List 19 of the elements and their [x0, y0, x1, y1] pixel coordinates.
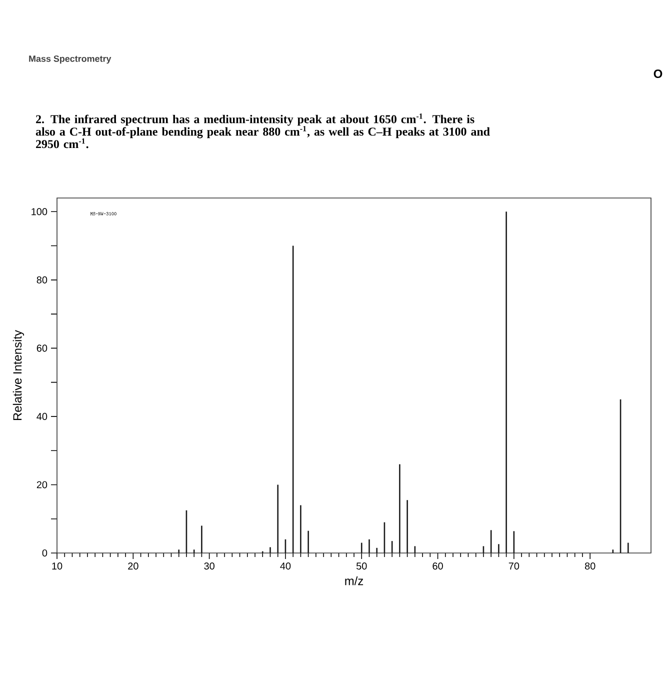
x-tick-label: 40	[280, 562, 291, 570]
y-tick-label: 100	[32, 208, 48, 216]
y-tick-label: 20	[36, 481, 48, 488]
text: Mass Spectrometry	[29, 56, 112, 64]
y-tick-label: 60	[36, 344, 48, 352]
x-tick-label: 30	[204, 562, 214, 570]
y-tick-label: 0	[42, 549, 48, 557]
y-tick-label: 80	[36, 276, 48, 284]
text: 2. The infrared spectrum has a medium-intensity peak at about 1650 cm$^{-1}$. There is also a C-H out-of-plane bending peak near 880 cm$^{-1}$, as well as C–H peaks at 3100 and 2950 cm$^{-1}$.	[36, 114, 490, 148]
y-tick-label: 40	[36, 412, 48, 420]
y-axis-title: Relative Intensity	[12, 330, 24, 420]
x-tick-label: 60	[432, 562, 443, 570]
x-tick-label: 70	[508, 562, 520, 570]
x-tick-label: 80	[584, 562, 596, 570]
x-tick-label: 10	[52, 562, 62, 570]
x-tick-label: 50	[356, 562, 367, 570]
x-tick-label: 20	[128, 562, 138, 570]
text: O	[654, 70, 662, 78]
x-axis-title: m/z	[345, 576, 364, 586]
